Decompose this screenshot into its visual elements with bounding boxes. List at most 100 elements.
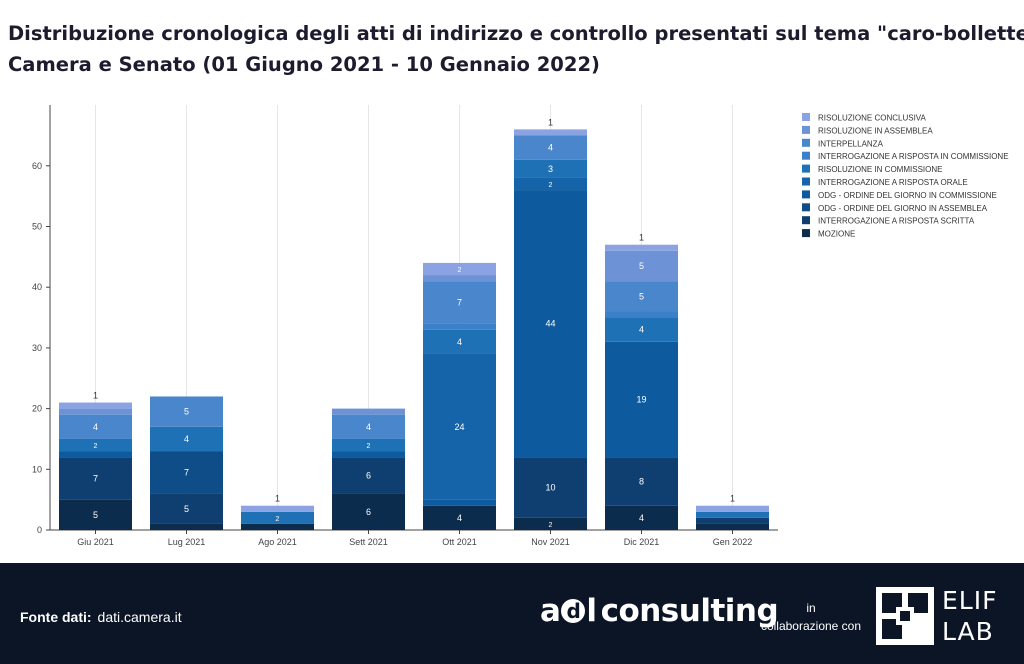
- legend-swatch: [802, 125, 810, 134]
- data-source-label: Fonte dati:: [20, 609, 92, 625]
- bar-segment: [332, 451, 405, 458]
- x-tick-label: Ott 2021: [442, 537, 477, 547]
- bar-segment: [605, 505, 678, 530]
- bar-segment: [514, 135, 587, 160]
- bar-segment: [423, 323, 496, 330]
- data-label: 7: [184, 467, 189, 477]
- bar-segment: [605, 311, 678, 318]
- bar-segment: [241, 511, 314, 524]
- collaboration-line2: collaborazione con: [760, 619, 862, 633]
- bar-segment: [514, 190, 587, 458]
- bar-segment: [59, 402, 132, 409]
- bar-segment: [332, 457, 405, 494]
- x-tick-label: Nov 2021: [531, 537, 570, 547]
- adl-wordmark: consulting: [600, 593, 779, 629]
- x-tick-label: Lug 2021: [168, 537, 206, 547]
- y-tick-label: 10: [32, 464, 42, 474]
- data-label: 6: [366, 507, 371, 517]
- data-label: 4: [93, 422, 98, 432]
- elif-lab-logo-icon: [876, 587, 934, 645]
- y-tick-label: 0: [37, 525, 42, 535]
- elif-lab-line1: ELIF: [942, 586, 998, 615]
- bar-segment: [514, 457, 587, 518]
- bar-segment: [150, 493, 223, 524]
- data-label: 1: [275, 494, 280, 504]
- y-tick-label: 30: [32, 343, 42, 353]
- bar-segment: [59, 438, 132, 452]
- bar-segment: [423, 329, 496, 354]
- x-tick-label: Ago 2021: [258, 537, 297, 547]
- x-tick-label: Giu 2021: [77, 537, 114, 547]
- data-label: 4: [184, 434, 189, 444]
- y-tick-label: 60: [32, 161, 42, 171]
- bar-segment: [605, 244, 678, 251]
- bar-segment: [59, 451, 132, 458]
- x-tick-label: Sett 2021: [349, 537, 388, 547]
- data-label: 2: [367, 443, 371, 450]
- bar-segment: [605, 281, 678, 312]
- bar-segment: [605, 317, 678, 342]
- bar-segment: [605, 250, 678, 282]
- data-label: 4: [548, 143, 553, 153]
- bar-segment: [59, 414, 132, 439]
- elif-lab-line2: LAB: [942, 617, 994, 646]
- data-label: 4: [639, 325, 644, 335]
- adl-mark-l: l: [586, 593, 597, 629]
- chart-title-line1: Distribuzione cronologica degli atti di …: [8, 22, 1024, 45]
- bar-segment: [423, 353, 496, 500]
- bar-segment: [696, 517, 769, 524]
- adl-mark-d: d: [561, 599, 586, 623]
- legend-swatch: [802, 177, 810, 186]
- legend-label: INTERROGAZIONE A RISPOSTA ORALE: [818, 178, 968, 187]
- data-label: 4: [366, 422, 371, 432]
- legend-swatch: [802, 151, 810, 160]
- data-label: 2: [549, 182, 553, 189]
- legend-label: INTERPELLANZA: [818, 139, 884, 148]
- legend-swatch: [802, 113, 810, 121]
- data-label: 7: [93, 473, 98, 483]
- legend-label: RISOLUZIONE CONCLUSIVA: [818, 114, 927, 123]
- bar-segment: [241, 523, 314, 530]
- data-source-value: dati.camera.it: [97, 609, 182, 625]
- bar-segment: [59, 499, 132, 530]
- chart-title-line2: Camera e Senato (01 Giugno 2021 - 10 Gen…: [8, 53, 600, 76]
- data-label: 7: [457, 297, 462, 307]
- legend-label: INTERROGAZIONE A RISPOSTA IN COMMISSIONE: [818, 152, 1009, 161]
- legend-swatch: [802, 203, 810, 212]
- collaboration-text: in collaborazione con: [752, 599, 870, 635]
- bar-segment: [514, 517, 587, 530]
- bar-segment: [423, 505, 496, 530]
- data-label: 5: [639, 291, 644, 301]
- bar-segment: [241, 505, 314, 512]
- bar-segment: [332, 438, 405, 452]
- data-label: 44: [545, 319, 555, 329]
- bar-segment: [696, 505, 769, 512]
- bar-segment: [514, 159, 587, 178]
- bar-segment: [423, 499, 496, 506]
- data-label: 5: [184, 504, 189, 514]
- bar-segment: [514, 177, 587, 191]
- data-label: 8: [639, 476, 644, 486]
- data-label: 2: [549, 522, 553, 529]
- y-tick-label: 20: [32, 404, 42, 414]
- legend-swatch: [802, 138, 810, 147]
- bar-segment: [605, 457, 678, 506]
- y-tick-label: 50: [32, 222, 42, 232]
- bar-segment: [59, 457, 132, 500]
- legend-swatch: [802, 229, 810, 238]
- bar-segment: [514, 129, 587, 136]
- data-source: Fonte dati: dati.camera.it: [20, 609, 182, 625]
- data-label: 2: [94, 443, 98, 450]
- bar-segment: [332, 493, 405, 530]
- data-label: 4: [457, 337, 462, 347]
- bar-segment: [59, 408, 132, 415]
- bar-segment: [150, 426, 223, 452]
- data-label: 1: [93, 391, 98, 401]
- bar-segment: [150, 523, 223, 530]
- legend-swatch: [802, 164, 810, 173]
- legend-label: ODG - ORDINE DEL GIORNO IN COMMISSIONE: [818, 191, 997, 200]
- x-tick-label: Gen 2022: [713, 537, 753, 547]
